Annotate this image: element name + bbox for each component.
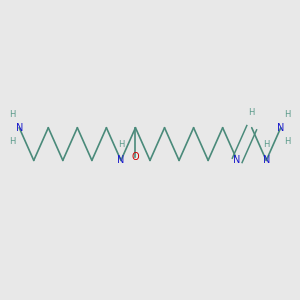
Text: N: N	[277, 123, 284, 133]
Text: O: O	[132, 152, 139, 162]
Text: N: N	[233, 155, 241, 165]
Text: H: H	[248, 108, 255, 117]
Text: N: N	[262, 155, 270, 165]
Text: H: H	[10, 136, 16, 146]
Text: N: N	[16, 123, 23, 133]
Text: H: H	[284, 110, 290, 119]
Text: N: N	[117, 155, 124, 165]
Text: H: H	[118, 140, 124, 149]
Text: H: H	[263, 140, 269, 149]
Text: H: H	[10, 110, 16, 119]
Text: H: H	[284, 136, 290, 146]
